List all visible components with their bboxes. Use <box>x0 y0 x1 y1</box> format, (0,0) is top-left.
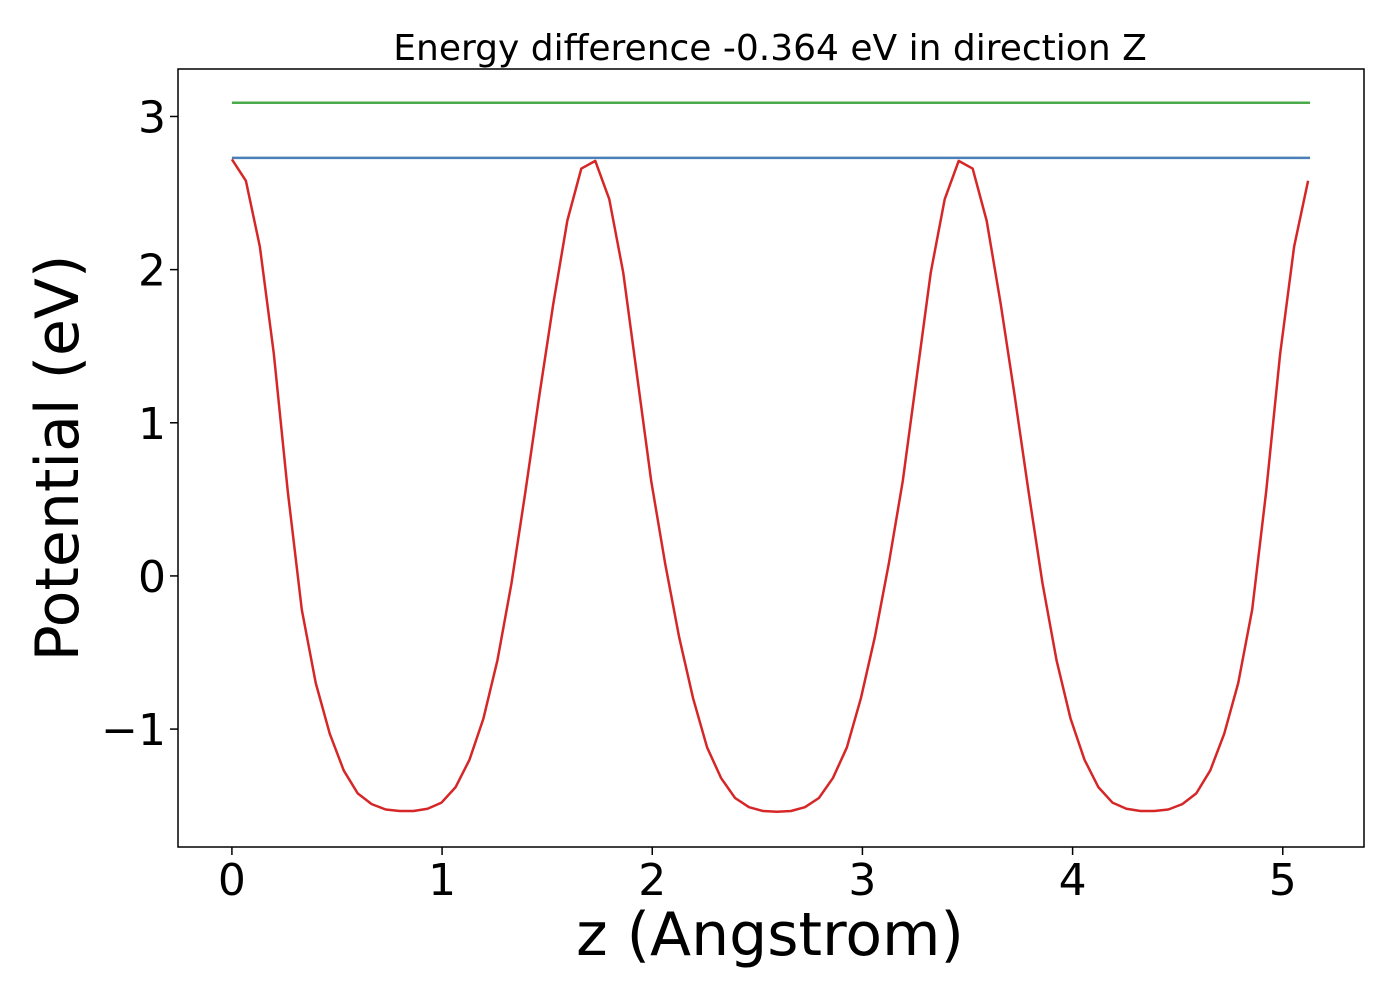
series-layer <box>230 101 1311 814</box>
x-tick-label: 2 <box>638 855 666 906</box>
series-line-2 <box>230 158 1310 814</box>
x-tick-label: 1 <box>428 855 456 906</box>
y-axis-label: Potential (eV) <box>23 255 93 662</box>
x-axis-label: z (Angstrom) <box>576 900 964 970</box>
y-tick-label: 3 <box>138 92 166 143</box>
y-tick-label: −1 <box>101 705 166 756</box>
y-tick-label: 0 <box>138 552 166 603</box>
x-tick-label: 3 <box>848 855 876 906</box>
x-tick-label: 4 <box>1059 855 1087 906</box>
y-axis-ticks: −1 0 1 2 3 <box>101 92 178 756</box>
chart-title: Energy difference -0.364 eV in direction… <box>393 28 1147 69</box>
y-tick-label: 1 <box>138 399 166 450</box>
plot-frame <box>177 68 1365 848</box>
x-axis-ticks: 0 1 2 3 4 5 <box>218 847 1297 906</box>
x-tick-label: 5 <box>1269 855 1297 906</box>
y-tick-label: 2 <box>138 246 166 297</box>
x-tick-label: 0 <box>218 855 246 906</box>
